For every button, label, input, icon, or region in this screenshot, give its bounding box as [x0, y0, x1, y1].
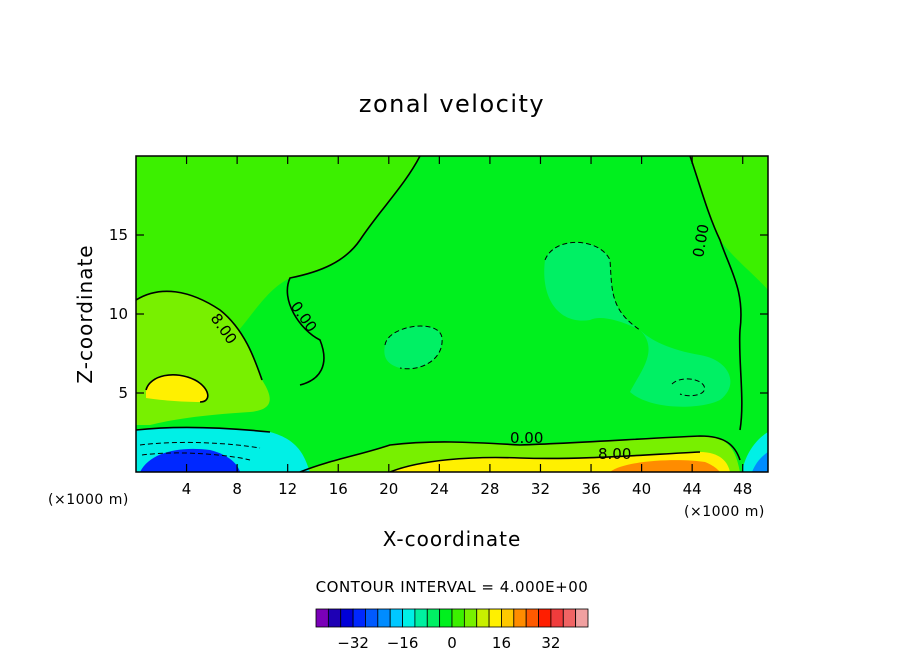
x-tick-label: 16: [329, 480, 348, 498]
contour-region-center-negative: [384, 326, 443, 369]
colorbar-ticks: −32 −16 0 16 32: [337, 634, 560, 652]
contour-interval-text: CONTOUR INTERVAL = 4.000E+00: [316, 578, 589, 596]
x-tick-label: 24: [430, 480, 449, 498]
colorbar-swatch: [538, 608, 552, 628]
x-tick-label: 12: [278, 480, 297, 498]
contour-line-dashed: [544, 241, 641, 331]
colorbar: [315, 608, 589, 628]
contour-region-surface-right-negative-core: [752, 452, 768, 472]
contour-label-0-right: 0.00: [689, 223, 713, 259]
plot-area: [136, 156, 768, 472]
x-tick-label: 28: [480, 480, 499, 498]
contour-line-solid: [136, 290, 263, 381]
contour-line-dashed: [384, 325, 443, 370]
y-axis: 5 10 15: [109, 226, 768, 402]
contour-region-upper-left: [136, 156, 768, 344]
x-tick-label: 36: [581, 480, 600, 498]
colorbar-swatch: [327, 608, 342, 628]
contour-line-dashed: [671, 378, 706, 397]
colorbar-swatch: [575, 608, 589, 628]
colorbar-tick-label: 32: [541, 634, 560, 652]
x-tick-label: 40: [632, 480, 651, 498]
colorbar-swatch: [513, 608, 527, 628]
colorbar-swatch: [451, 608, 465, 628]
colorbar-swatch: [476, 608, 490, 628]
contour-region-mid-right-negative: [544, 242, 731, 407]
colorbar-swatch: [426, 608, 441, 628]
colorbar-tick-label: −16: [387, 634, 419, 652]
colorbar-swatch: [439, 608, 453, 628]
colorbar-swatch: [463, 608, 478, 628]
contour-region-left-jet-core: [146, 374, 208, 402]
contour-line-solid: [145, 374, 209, 403]
x-tick-label: 8: [232, 480, 242, 498]
y-tick-label: 10: [109, 305, 128, 323]
contour-line-solid: [136, 426, 271, 433]
contour-line-solid: [286, 156, 421, 386]
contour-label-0-bottom: 0.00: [510, 429, 543, 447]
y-tick-label: 5: [118, 384, 128, 402]
colorbar-swatch: [550, 608, 564, 628]
colorbar-swatch: [389, 608, 403, 628]
colorbar-swatch: [414, 608, 428, 628]
x-tick-label: 48: [733, 480, 752, 498]
colorbar-swatch: [377, 608, 391, 628]
colorbar-swatch: [365, 608, 379, 628]
contour-label-8-bottom: 8.00: [598, 445, 631, 463]
chart-title: zonal velocity: [359, 90, 545, 118]
contour-line-solid: [689, 156, 743, 431]
colorbar-swatch: [352, 608, 366, 628]
colorbar-tick-label: 16: [492, 634, 511, 652]
colorbar-swatch: [402, 608, 416, 628]
x-axis-label: X-coordinate: [383, 527, 522, 551]
x-tick-label: 20: [379, 480, 398, 498]
colorbar-tick-label: −32: [337, 634, 369, 652]
colorbar-swatch: [340, 608, 354, 628]
colorbar-swatch: [501, 608, 515, 628]
x-tick-label: 4: [182, 480, 192, 498]
colorbar-tick-label: 0: [447, 634, 457, 652]
x-tick-label: 32: [531, 480, 550, 498]
colorbar-swatch: [525, 608, 539, 628]
colorbar-swatch: [315, 608, 329, 628]
y-tick-label: 15: [109, 226, 128, 244]
x-tick-label: 44: [683, 480, 702, 498]
contour-line-solid: [389, 451, 701, 472]
colorbar-swatch: [562, 608, 577, 628]
x-unit-right: (×1000 m): [684, 504, 765, 520]
x-unit-left: (×1000 m): [48, 492, 129, 508]
x-axis: 4 8 12 16 20 24 28 32 36 40 44 48: [182, 156, 752, 498]
contour-line-solid: [299, 435, 741, 472]
contour-line-dashed: [141, 452, 251, 461]
y-axis-label: Z-coordinate: [73, 244, 97, 383]
contour-lines: [136, 156, 743, 472]
colorbar-swatch: [488, 608, 502, 628]
